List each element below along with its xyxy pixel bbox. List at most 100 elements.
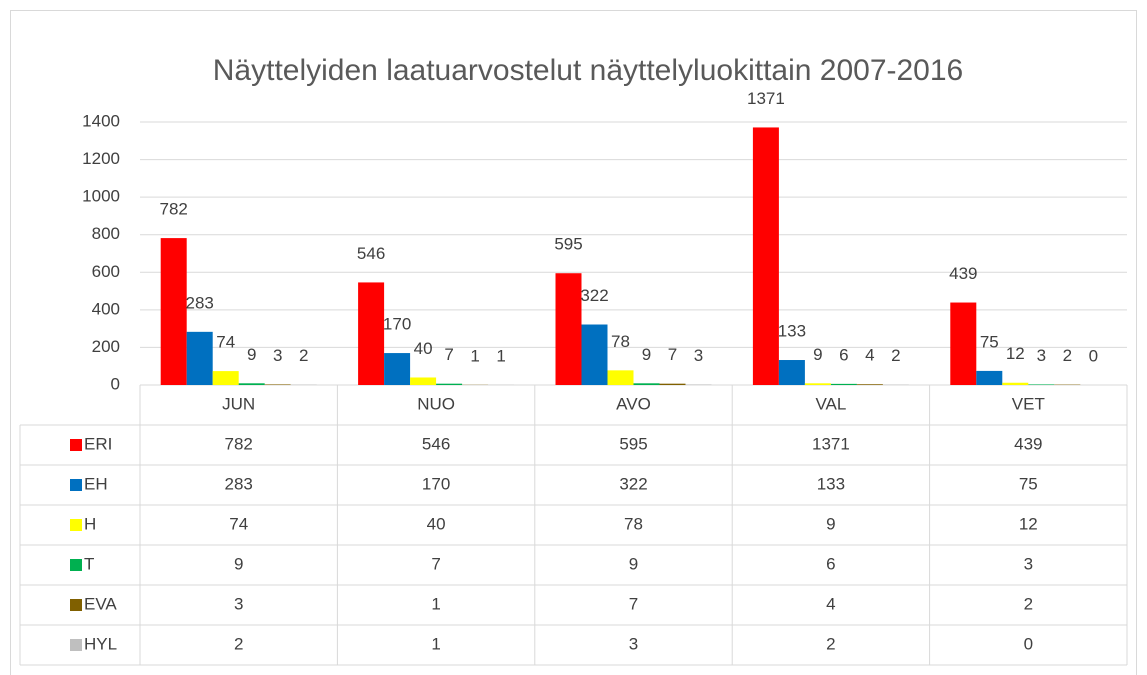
bar [778,360,805,385]
table-cell: 7 [629,594,638,613]
legend-label: ERI [84,434,112,453]
table-cell: 546 [422,434,450,453]
table-cell: 4 [826,594,835,613]
bar [976,370,1003,385]
table-cell: 1 [431,594,440,613]
y-tick-label: 1400 [82,111,120,130]
table-cell: 2 [234,634,243,653]
table-cell: 322 [619,474,647,493]
table-cell: 12 [1019,514,1038,533]
bar [752,127,779,385]
data-label: 7 [668,345,677,364]
bar [384,353,411,385]
chart-title: Näyttelyiden laatuarvostelut näyttelyluo… [213,54,963,87]
y-tick-label: 600 [92,262,120,281]
data-label: 2 [1063,346,1072,365]
table-cell: 133 [817,474,845,493]
x-tick-label: VAL [815,394,846,413]
table-cell: 74 [229,514,248,533]
bar [160,238,187,385]
legend-label: EH [84,474,108,493]
table-cell: 2 [826,634,835,653]
data-label: 4 [865,346,874,365]
bar [581,324,608,385]
table-cell: 2 [1024,594,1033,613]
data-label: 9 [813,345,822,364]
table-cell: 782 [225,434,253,453]
table-cell: 6 [826,554,835,573]
bar [212,371,239,385]
y-tick-label: 200 [92,337,120,356]
table-cell: 40 [427,514,446,533]
table-cell: 3 [629,634,638,653]
data-label: 439 [949,264,977,283]
legend-key [70,479,82,491]
data-label: 74 [216,333,235,352]
x-tick-label: JUN [222,394,255,413]
bar [555,273,582,385]
table-cell: 9 [234,554,243,573]
y-tick-label: 1200 [82,149,120,168]
bar [238,383,265,385]
y-tick-label: 0 [111,374,120,393]
bar [358,282,385,385]
data-label: 546 [357,244,385,263]
data-label: 595 [554,235,582,254]
x-tick-label: AVO [616,394,651,413]
y-tick-label: 800 [92,224,120,243]
bar [804,383,831,385]
bar [607,370,634,385]
data-label: 9 [642,345,651,364]
data-label: 1 [470,346,479,365]
legend-label: EVA [84,594,117,613]
bar [856,384,883,385]
bar [950,302,977,385]
bar [1002,382,1029,385]
data-label: 1 [496,346,505,365]
bar [1028,384,1055,385]
table-cell: 3 [1024,554,1033,573]
bar [633,383,660,385]
data-label: 170 [383,315,411,334]
y-tick-label: 400 [92,299,120,318]
data-label: 3 [1037,346,1046,365]
data-label: 3 [694,346,703,365]
bar [685,384,712,385]
table-cell: 9 [826,514,835,533]
data-label: 7 [444,345,453,364]
data-label: 283 [186,293,214,312]
bar [410,377,437,385]
table-cell: 283 [225,474,253,493]
table-cell: 595 [619,434,647,453]
table-cell: 75 [1019,474,1038,493]
table-cell: 1371 [812,434,850,453]
bar [264,384,291,385]
data-label: 1371 [747,89,785,108]
data-label: 133 [778,321,806,340]
bar [186,331,213,385]
bar [436,383,463,385]
bar [830,383,857,385]
data-label: 782 [160,200,188,219]
legend-key [70,559,82,571]
y-tick-label: 1000 [82,187,120,206]
data-label: 12 [1006,344,1025,363]
x-tick-label: NUO [417,394,455,413]
data-label: 2 [891,346,900,365]
legend-label: H [84,514,96,533]
data-label: 2 [299,346,308,365]
table-cell: 7 [431,554,440,573]
x-tick-label: VET [1012,394,1045,413]
table-cell: 0 [1024,634,1033,653]
data-label: 6 [839,345,848,364]
legend-key [70,639,82,651]
table-cell: 78 [624,514,643,533]
data-label: 78 [611,332,630,351]
table-cell: 439 [1014,434,1042,453]
legend-label: HYL [84,634,117,653]
table-cell: 170 [422,474,450,493]
data-label: 322 [580,286,608,305]
data-label: 3 [273,346,282,365]
bar [659,383,686,385]
